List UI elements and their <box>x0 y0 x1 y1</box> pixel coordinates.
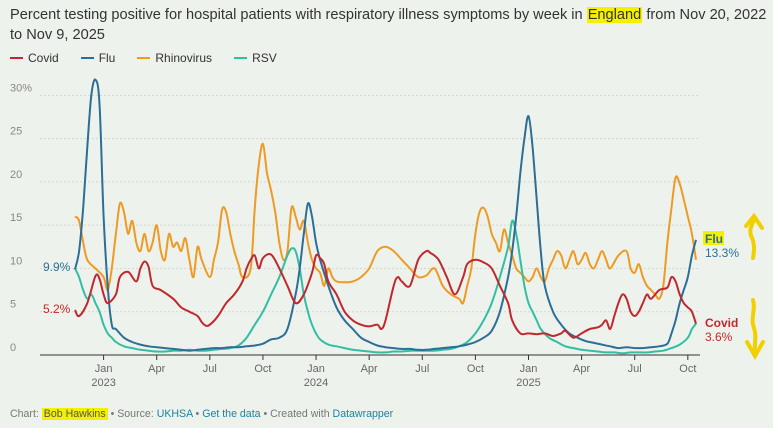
x-year-label-2024: 2024 <box>304 377 328 389</box>
x-year-label-2025: 2025 <box>516 377 540 389</box>
chart-footer: Chart: Bob Hawkins • Source: UKHSA • Get… <box>10 408 393 420</box>
legend-label-rhinovirus: Rhinovirus <box>155 51 213 65</box>
legend-swatch-rhinovirus <box>137 57 151 59</box>
legend-label-flu: Flu <box>98 51 116 65</box>
series-line-flu <box>74 78 697 352</box>
x-tick-label-1: Apr <box>148 363 165 375</box>
y-tick-label-30: 30% <box>10 82 32 94</box>
down-arrow-annotation <box>745 298 765 361</box>
x-tick-label-8: Jan <box>520 363 538 375</box>
covid-end-label: Covid <box>705 316 738 330</box>
legend-swatch-flu <box>80 57 94 59</box>
y-tick-label-5: 5 <box>10 299 16 311</box>
up-arrow-annotation <box>744 212 764 260</box>
title-text-end: from Nov 20, 2022 to Nov 9, 2025 <box>10 7 767 43</box>
legend-label-covid: Covid <box>28 51 59 65</box>
series-line-rhinovirus <box>74 142 697 305</box>
x-tick-label-6: Jul <box>415 363 429 375</box>
x-axis: Jan 2023 Apr Jul Oct Jan 2024 Apr Jul Oct Jan 2025 A… <box>91 355 696 389</box>
legend: Covid Flu Rhinovirus RSV <box>10 51 277 65</box>
title-highlight-england: England <box>586 7 643 23</box>
legend-swatch-rsv <box>234 57 248 59</box>
legend-item-rsv: RSV <box>234 51 277 65</box>
x-tick-label-7: Oct <box>467 363 484 375</box>
x-tick-label-9: Apr <box>573 363 590 375</box>
footer-separator: • <box>192 408 203 420</box>
series-line-covid <box>74 249 697 339</box>
get-data-link[interactable]: Get the data <box>202 408 261 420</box>
footer-chart-prefix: Chart: <box>10 408 42 420</box>
y-axis: 0 5 10 15 20 25 30% <box>10 82 32 354</box>
x-tick-label-4: Jan <box>307 363 325 375</box>
x-tick-label-3: Oct <box>254 363 271 375</box>
covid-start-value: 5.2% <box>43 302 71 316</box>
footer-source-label: • Source: <box>107 408 157 420</box>
x-year-label-2023: 2023 <box>91 377 115 389</box>
chart-title: Percent testing positive for hospital pa… <box>10 5 770 45</box>
y-tick-label-10: 10 <box>10 255 22 267</box>
flu-label-highlight <box>703 231 724 245</box>
legend-item-rhinovirus: Rhinovirus <box>137 51 212 65</box>
x-tick-label-10: Jul <box>628 363 642 375</box>
y-tick-label-15: 15 <box>10 212 22 224</box>
source-link[interactable]: UKHSA <box>156 408 193 420</box>
title-text-start: Percent testing positive for hospital pa… <box>10 7 587 23</box>
legend-item-covid: Covid <box>10 51 59 65</box>
legend-label-rsv: RSV <box>252 51 277 65</box>
datawrapper-link[interactable]: Datawrapper <box>332 408 394 420</box>
x-tick-label-5: Apr <box>361 363 378 375</box>
x-tick-label-2: Jul <box>203 363 217 375</box>
y-tick-label-25: 25 <box>10 126 22 138</box>
flu-end-label: Flu <box>705 232 723 246</box>
footer-author: Bob Hawkins <box>41 408 108 420</box>
y-tick-label-20: 20 <box>10 169 22 181</box>
flu-end-value: 13.3% <box>705 246 739 260</box>
footer-created-with: • Created with <box>260 408 333 420</box>
covid-end-value: 3.6% <box>705 330 733 344</box>
series-line-rsv <box>74 219 697 355</box>
legend-item-flu: Flu <box>80 51 116 65</box>
series-lines <box>74 78 697 355</box>
x-tick-label-11: Oct <box>679 363 696 375</box>
legend-swatch-covid <box>10 57 23 59</box>
gridlines <box>40 94 700 356</box>
flu-start-value: 9.9% <box>43 260 71 274</box>
y-tick-label-0: 0 <box>10 342 16 354</box>
x-tick-label-0: Jan <box>95 363 113 375</box>
